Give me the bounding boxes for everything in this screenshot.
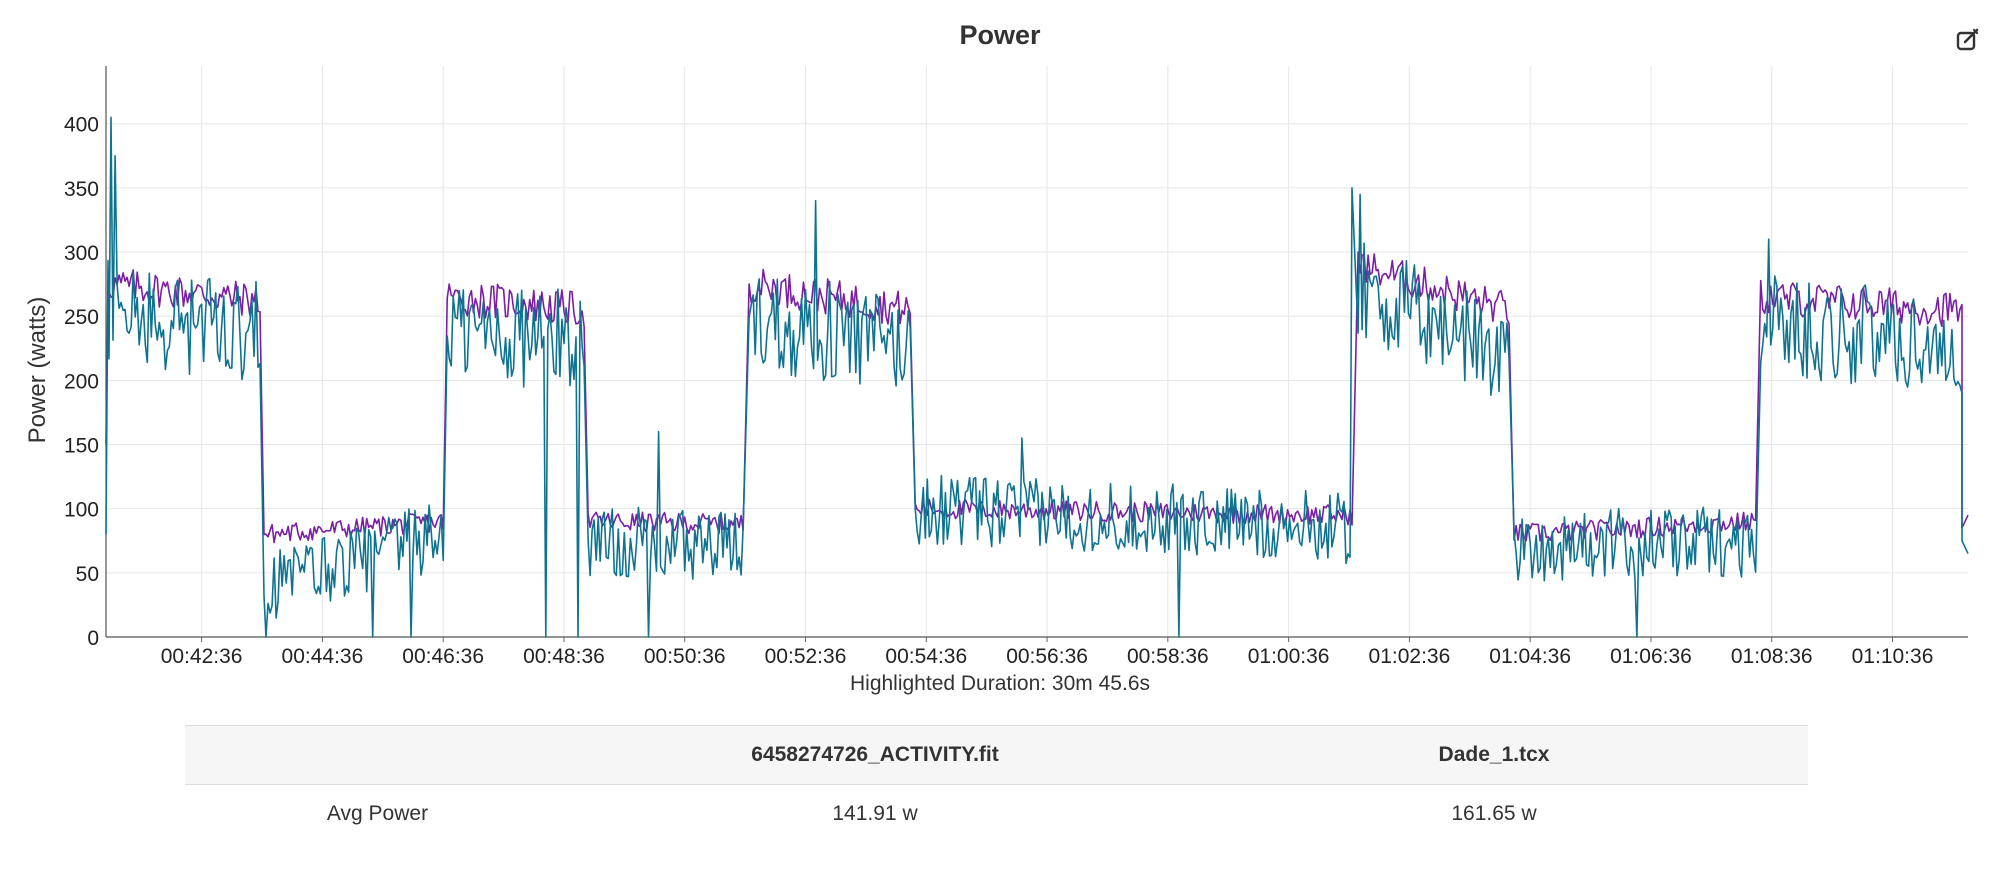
x-tick-label: 00:56:36 xyxy=(1006,645,1088,668)
axis-layer: 0 50 100 150 200 250 300 350 400 00:42:36 00:44:36… xyxy=(64,66,1968,668)
table-header-row: 6458274726_ACTIVITY.fit Dade_1.tcx xyxy=(185,725,1808,785)
grid-layer xyxy=(106,66,1968,638)
x-tick-label: 00:52:36 xyxy=(765,645,847,668)
edit-icon[interactable] xyxy=(1952,24,1984,56)
power-chart[interactable]: 0 50 100 150 200 250 300 350 400 00:42:36 00:44:36… xyxy=(0,0,2000,700)
x-tick-label: 00:54:36 xyxy=(885,645,967,668)
x-tick-label: 01:02:36 xyxy=(1369,645,1451,668)
x-tick-label: 01:00:36 xyxy=(1248,645,1330,668)
x-tick-label: 01:06:36 xyxy=(1610,645,1692,668)
x-tick-label: 00:58:36 xyxy=(1127,645,1209,668)
x-tick-label: 01:08:36 xyxy=(1731,645,1813,668)
y-tick-label: 50 xyxy=(76,563,99,586)
table-header-empty xyxy=(185,725,570,785)
y-tick-label: 350 xyxy=(64,178,99,201)
series-line-1 xyxy=(105,251,1969,544)
y-axis-label: Power (watts) xyxy=(24,297,51,444)
x-tick-label: 01:10:36 xyxy=(1852,645,1934,668)
metric-label: Avg Power xyxy=(326,802,429,825)
stats-table: 6458274726_ACTIVITY.fit Dade_1.tcx Avg P… xyxy=(185,725,1808,843)
y-tick-label: 200 xyxy=(64,370,99,393)
y-tick-label: 100 xyxy=(64,499,99,522)
x-tick-label: 00:44:36 xyxy=(282,645,364,668)
x-tick-label: 00:48:36 xyxy=(523,645,605,668)
y-tick-label: 300 xyxy=(64,242,99,265)
y-tick-label: 0 xyxy=(87,627,99,650)
metric-value-file-1: 141.91 w xyxy=(832,802,918,825)
chart-title: Power xyxy=(959,20,1041,50)
x-tick-label: 01:04:36 xyxy=(1489,645,1571,668)
y-tick-label: 150 xyxy=(64,435,99,458)
x-tick-label: 00:50:36 xyxy=(644,645,726,668)
table-header-file-2: Dade_1.tcx xyxy=(1180,725,1808,785)
table-row: Avg Power 141.91 w 161.65 w xyxy=(185,785,1808,844)
table-header-file-1: 6458274726_ACTIVITY.fit xyxy=(570,725,1180,785)
x-tick-label: 00:42:36 xyxy=(161,645,243,668)
series-layer xyxy=(105,116,1969,638)
x-tick-label: 00:46:36 xyxy=(402,645,484,668)
series-line-2 xyxy=(105,116,1969,638)
highlighted-duration: Highlighted Duration: 30m 45.6s xyxy=(849,672,1150,695)
metric-value-file-2: 161.65 w xyxy=(1451,802,1537,825)
y-tick-label: 250 xyxy=(64,306,99,329)
y-tick-label: 400 xyxy=(64,114,99,137)
